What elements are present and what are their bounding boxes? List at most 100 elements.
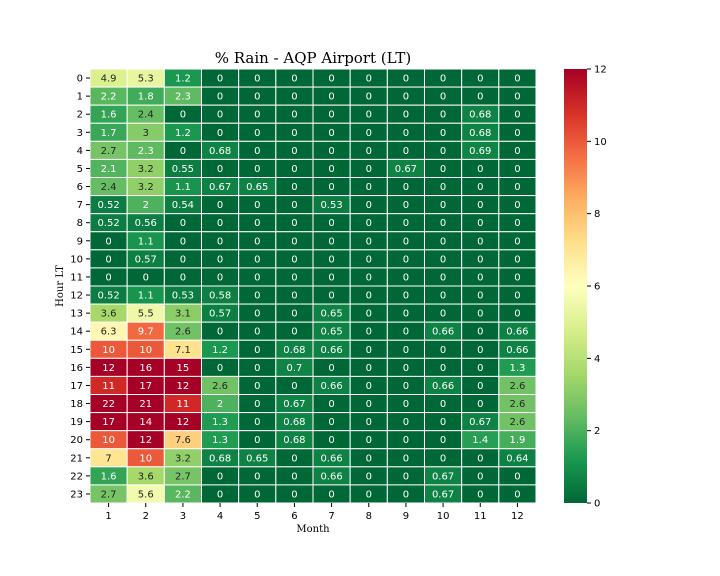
cell-value-label: 0 [291,309,297,320]
cell-value-label: 2.4 [138,110,154,121]
cell-value-label: 0 [366,164,372,175]
y-tick-label: 8 [77,218,83,229]
cell-value-label: 1.2 [175,74,191,85]
cell-value-label: 0 [366,182,372,193]
cell-value-label: 2 [217,399,223,410]
cell-value-label: 0 [254,309,260,320]
colorbar-tick-label: 2 [594,426,600,437]
cell-value-label: 0 [217,200,223,211]
cell-value-label: 7.1 [175,345,191,356]
cell-value-label: 0 [477,236,483,247]
cell-value-label: 0 [366,146,372,157]
cell-value-label: 0 [328,489,334,500]
cell-value-label: 22 [102,399,115,410]
cell-value-label: 0 [254,218,260,229]
x-tick-label: 3 [180,511,186,522]
heatmap-cells: 4.9 5.3 1.2 0 0 0 0 0 0 0 0 0 2.2 1.8 2.3 0 0 0 0 0 0 0 0 0 1.6 2… [89,68,537,504]
chart-title: % Rain - AQP Airport (LT) [215,49,412,67]
cell-value-label: 0 [403,309,409,320]
colorbar-tick-label: 12 [594,65,607,76]
cell-value-label: 0 [366,363,372,374]
cell-value-label: 0 [514,200,520,211]
cell-value-label: 0.52 [97,291,119,302]
colorbar-tick-label: 6 [594,282,600,293]
cell-value-label: 3.2 [138,182,154,193]
cell-value-label: 1.1 [138,236,154,247]
cell-value-label: 0 [217,92,223,103]
cell-value-label: 2.3 [175,92,191,103]
y-tick-label: 16 [70,363,83,374]
cell-value-label: 0 [217,327,223,338]
cell-value-label: 0.66 [320,345,342,356]
cell-value-label: 0 [254,200,260,211]
cell-value-label: 1.3 [212,417,228,428]
cell-value-label: 0 [366,291,372,302]
cell-value-label: 2.6 [509,381,525,392]
cell-value-label: 0 [366,345,372,356]
cell-value-label: 2.7 [101,146,117,157]
cell-value-label: 0 [366,254,372,265]
y-tick-label: 21 [70,453,83,464]
y-tick-label: 2 [77,110,83,121]
cell-value-label: 0 [366,128,372,139]
cell-value-label: 0.52 [97,200,119,211]
cell-value-label: 0 [254,92,260,103]
cell-value-label: 0 [477,200,483,211]
cell-value-label: 0 [440,417,446,428]
cell-value-label: 0 [514,218,520,229]
cell-value-label: 0 [254,345,260,356]
cell-value-label: 0 [291,291,297,302]
cell-value-label: 16 [139,363,152,374]
cell-value-label: 15 [177,363,190,374]
cell-value-label: 0.66 [506,327,528,338]
cell-value-label: 2.6 [509,417,525,428]
cell-value-label: 0 [291,327,297,338]
cell-value-label: 0 [440,272,446,283]
cell-value-label: 0 [366,489,372,500]
cell-value-label: 10 [102,435,115,446]
cell-value-label: 0 [328,164,334,175]
cell-value-label: 2.2 [175,489,191,500]
cell-value-label: 0 [254,471,260,482]
x-tick-label: 5 [254,511,260,522]
cell-value-label: 0.66 [432,327,454,338]
cell-value-label: 0 [403,272,409,283]
cell-value-label: 0 [440,345,446,356]
colorbar-ticks: 0 2 4 6 8 10 12 [587,65,607,510]
cell-value-label: 0 [254,489,260,500]
cell-value-label: 0 [366,435,372,446]
cell-value-label: 0 [514,236,520,247]
cell-value-label: 0 [328,218,334,229]
cell-value-label: 0 [254,291,260,302]
cell-value-label: 0 [291,146,297,157]
cell-value-label: 0 [403,218,409,229]
cell-value-label: 0 [477,291,483,302]
cell-value-label: 0 [403,291,409,302]
cell-value-label: 0 [366,327,372,338]
cell-value-label: 0 [440,363,446,374]
cell-value-label: 0 [328,110,334,121]
cell-value-label: 0 [217,489,223,500]
cell-value-label: 0 [514,110,520,121]
cell-value-label: 0.68 [469,128,491,139]
cell-value-label: 10 [139,453,152,464]
cell-value-label: 1.4 [472,435,488,446]
cell-value-label: 0 [514,182,520,193]
y-tick-label: 9 [77,236,83,247]
cell-value-label: 7 [105,453,111,464]
cell-value-label: 12 [177,417,190,428]
cell-value-label: 2.4 [101,182,117,193]
cell-value-label: 0 [403,236,409,247]
y-tick-label: 7 [77,200,83,211]
cell-value-label: 0.67 [283,399,305,410]
cell-value-label: 0 [403,182,409,193]
cell-value-label: 0 [403,92,409,103]
cell-value-label: 0 [403,399,409,410]
cell-value-label: 0 [403,74,409,85]
colorbar-tick-label: 8 [594,209,600,220]
cell-value-label: 0 [217,164,223,175]
cell-value-label: 0 [514,254,520,265]
y-tick-label: 11 [70,272,83,283]
